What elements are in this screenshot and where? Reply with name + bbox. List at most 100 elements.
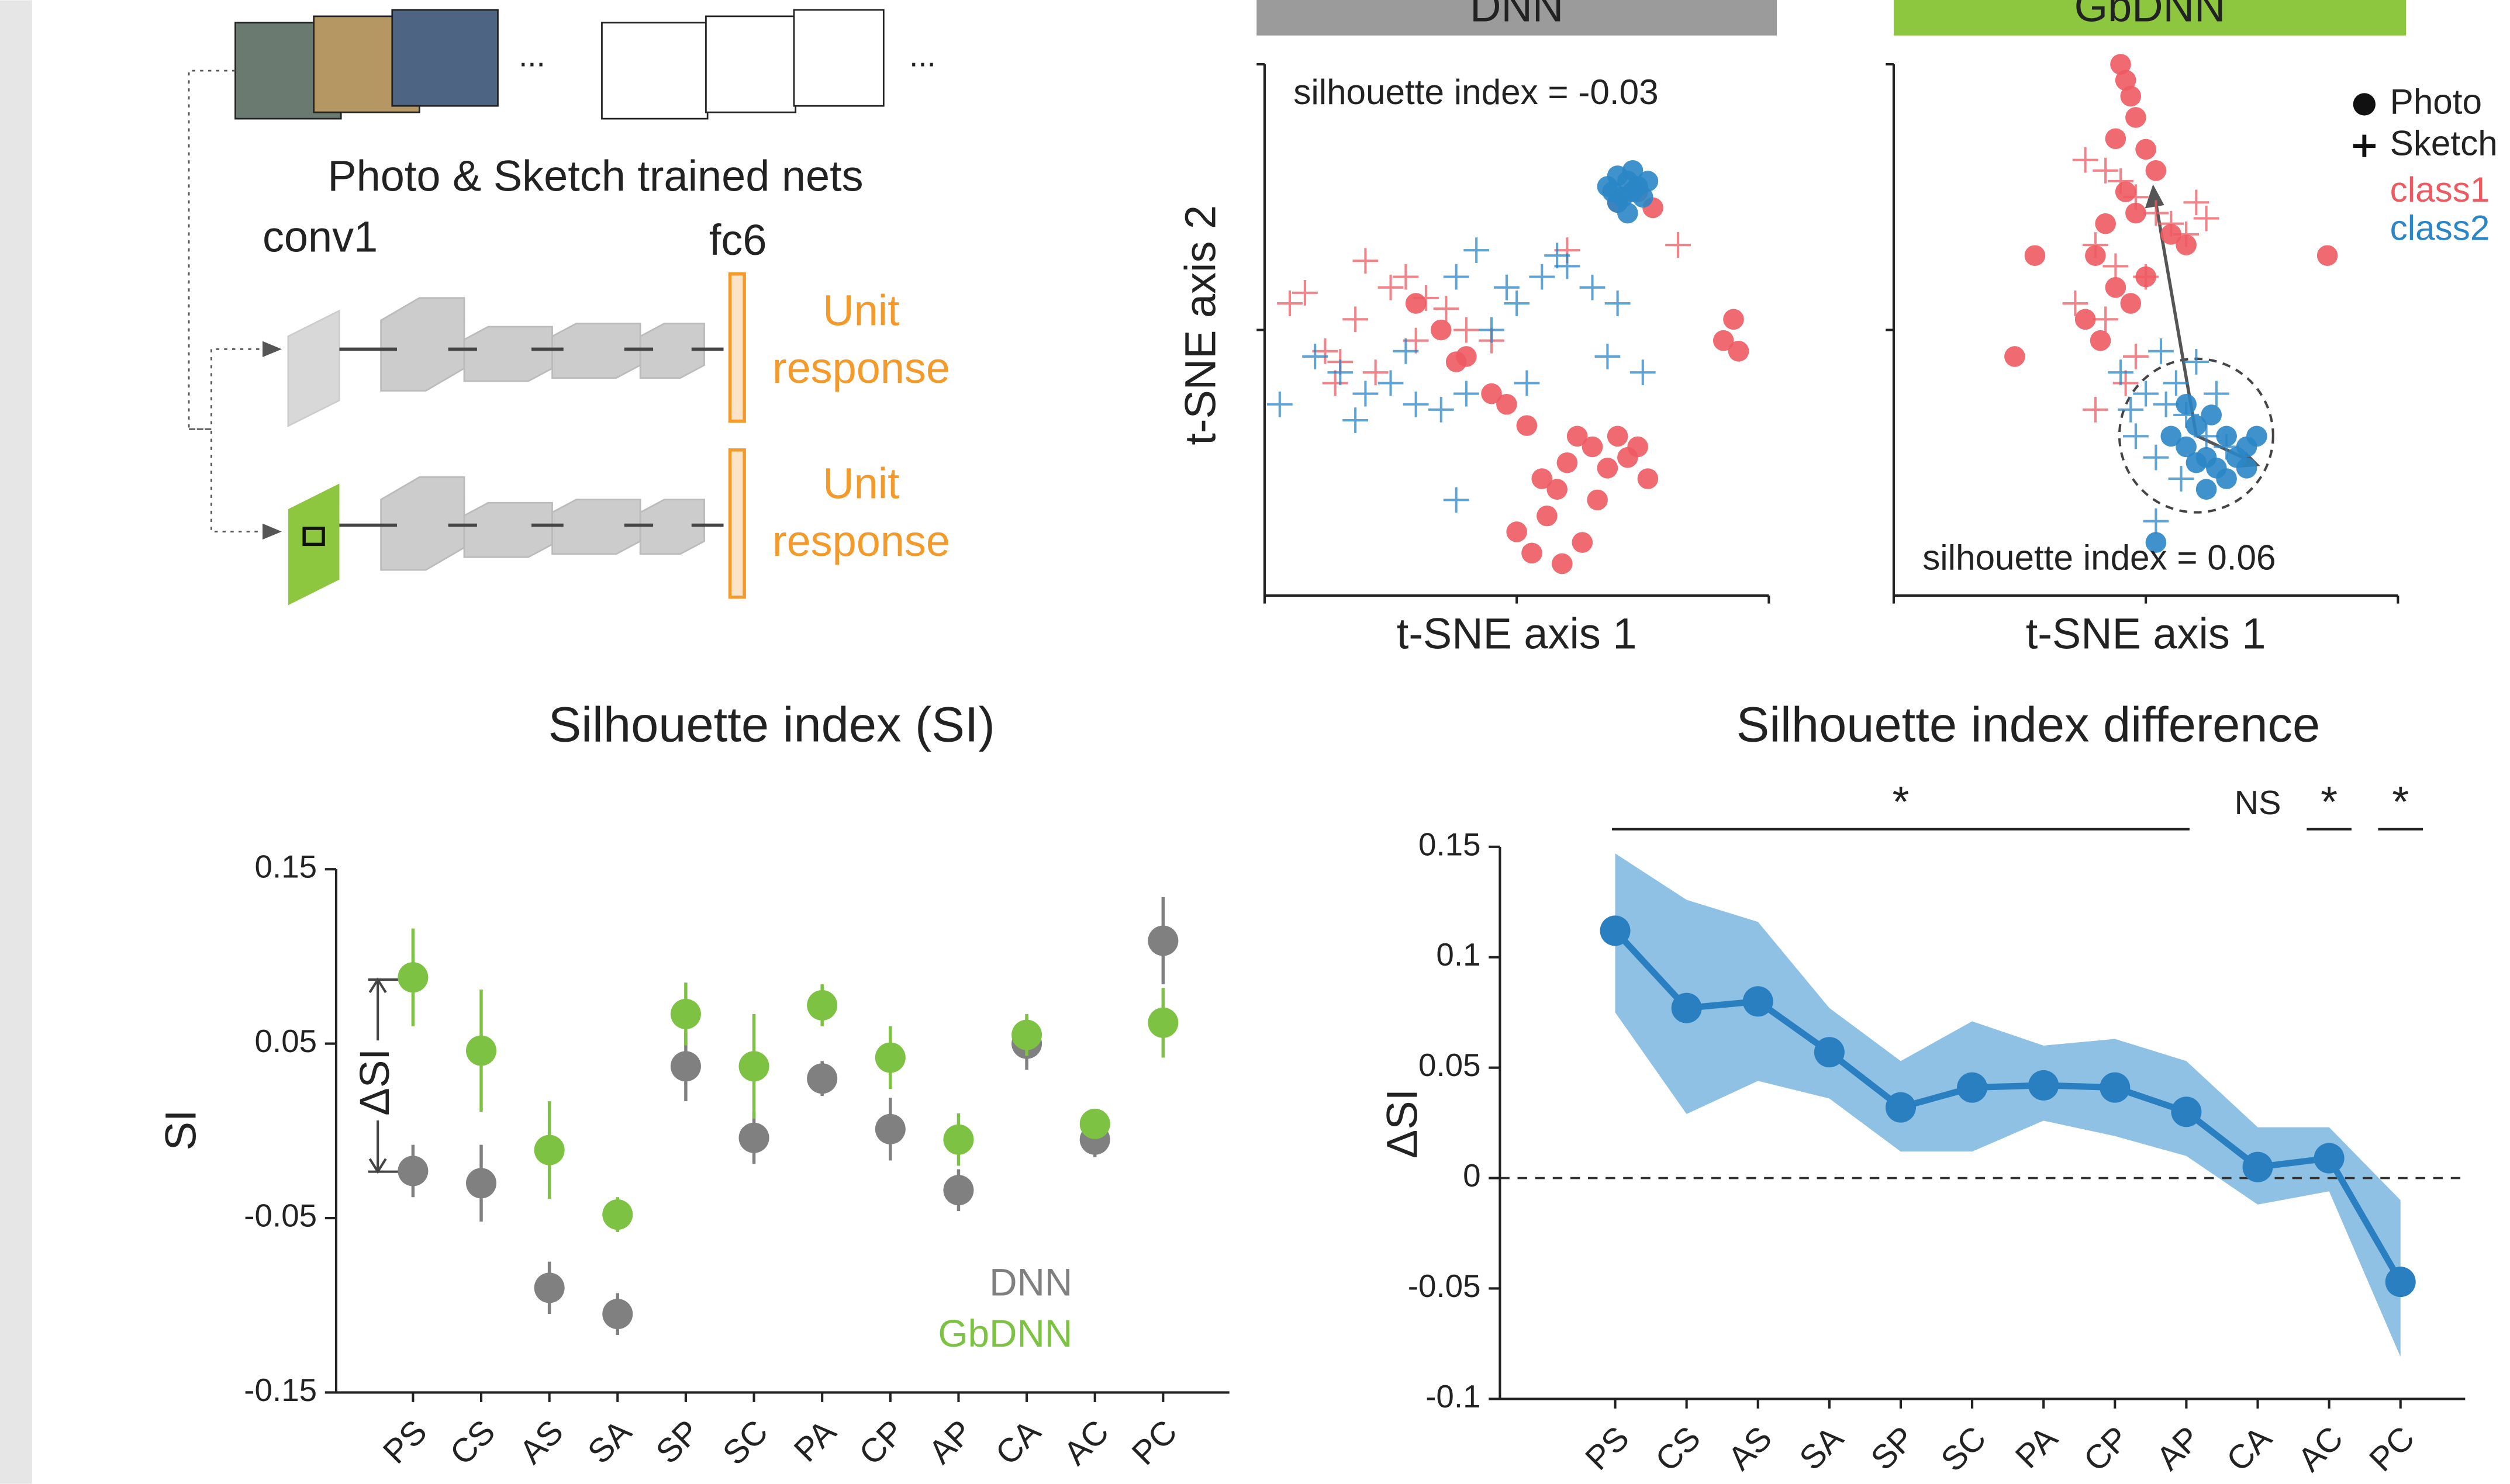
sketch-point <box>2093 306 2119 333</box>
photo-point <box>2195 479 2217 500</box>
output-label: response <box>772 517 950 565</box>
sketch-point <box>2133 380 2159 407</box>
sketch-point <box>1604 290 1631 316</box>
lock-icon <box>302 527 325 546</box>
sketch-point <box>1443 487 1469 513</box>
sketch-point <box>1352 248 1379 274</box>
sketch-point <box>2062 290 2088 316</box>
photo-point <box>2176 234 2197 255</box>
axis-line <box>334 869 1230 1394</box>
sketch-point <box>1479 317 1504 343</box>
layer-label: fc6 <box>709 216 767 264</box>
sketch-point <box>1504 290 1530 316</box>
legend-label: Sketch <box>2390 123 2498 163</box>
sketch-point <box>2122 423 2149 449</box>
x-tick-label: CA <box>989 1413 1048 1472</box>
output-label: Unit <box>823 459 899 507</box>
x-tick-label: SC <box>1934 1419 1994 1479</box>
photo-point <box>2105 128 2126 150</box>
photo-point <box>2186 415 2207 436</box>
y-tick-label: 0.05 <box>255 1023 317 1059</box>
photo-point <box>1537 505 1558 527</box>
photo-point <box>2316 245 2338 267</box>
x-tick-label: SA <box>1793 1419 1851 1478</box>
sketch-point <box>1393 338 1419 364</box>
sketch-point <box>1342 407 1369 433</box>
x-tick-label: CS <box>443 1413 503 1472</box>
x-tick-label: PC <box>1125 1413 1185 1472</box>
photo-point <box>2201 404 2222 426</box>
significance-label: * <box>2321 777 2338 826</box>
y-tick-label: -0.05 <box>244 1197 317 1233</box>
point <box>602 1199 633 1230</box>
photo-point <box>2004 346 2025 367</box>
panel-title: GbDNN <box>2074 0 2226 30</box>
sketch-point <box>2183 189 2209 216</box>
output-label: Unit <box>823 286 899 335</box>
sketch-point <box>2108 359 2133 386</box>
fc6-unit <box>728 448 746 599</box>
legend-label: DNN <box>989 1261 1072 1303</box>
x-tick-label: AP <box>921 1413 979 1471</box>
ellipsis: ... <box>909 37 936 74</box>
sketch-point <box>1463 237 1490 264</box>
sketch-point <box>2082 396 2108 423</box>
point <box>1885 1092 1916 1123</box>
sketch-point <box>1665 232 1691 258</box>
photo-thumb <box>391 9 499 107</box>
photo-point <box>2115 181 2136 202</box>
photo-point <box>1496 393 1517 415</box>
x-tick-label: CP <box>852 1413 912 1472</box>
point <box>1011 1019 1042 1050</box>
x-tick-label: CS <box>1648 1419 1708 1479</box>
x-tick-label: PS <box>376 1413 434 1471</box>
photo-point <box>2216 468 2237 489</box>
title-bar <box>1256 0 1777 36</box>
point <box>1600 915 1631 946</box>
sketch-point <box>2112 370 2139 396</box>
chart-title: Silhouette index difference <box>1736 697 2321 752</box>
panel-title: DNN <box>1470 0 1563 30</box>
sketch-thumb <box>601 22 709 120</box>
point <box>738 1122 769 1153</box>
point <box>2242 1151 2273 1182</box>
photo-point <box>1607 426 1628 447</box>
x-tick-label: PC <box>2362 1419 2422 1479</box>
photo-point <box>1587 489 1608 511</box>
sketch-point <box>1433 296 1459 322</box>
y-tick-label: -0.15 <box>244 1372 317 1408</box>
photo-point <box>2125 107 2146 128</box>
title-bar <box>1893 0 2407 36</box>
diagram: ... ... Photo & Sketch trained nets conv… <box>188 9 950 606</box>
photo-point <box>2135 266 2156 288</box>
photo-point <box>2120 293 2142 314</box>
y-axis-label: SI <box>156 1110 205 1151</box>
photo-point <box>1617 202 1638 224</box>
sketch-point <box>1453 380 1479 407</box>
point <box>1148 1007 1179 1038</box>
sketch-point <box>1393 264 1419 290</box>
x-tick-label: SA <box>581 1413 639 1471</box>
output-label: response <box>772 344 950 392</box>
point <box>738 1051 769 1082</box>
sketch-point <box>1514 370 1540 396</box>
point <box>465 1168 497 1199</box>
photo-point <box>1572 532 1593 553</box>
flow-arrows <box>339 347 724 527</box>
sketch-point <box>1377 274 1404 300</box>
photo-point <box>1582 436 1603 458</box>
sketch-point <box>1302 344 1328 369</box>
point <box>398 1156 429 1186</box>
photo-point <box>2135 139 2156 160</box>
photo-point <box>2120 85 2142 107</box>
photo-point <box>2160 426 2182 447</box>
sketch-point <box>2193 205 2219 231</box>
ellipsis: ... <box>519 37 545 74</box>
sketch-point <box>2118 396 2144 423</box>
net-blocks <box>380 297 706 571</box>
chart-title: Silhouette index (SI) <box>548 697 995 752</box>
photo-point <box>2110 54 2131 75</box>
scatter-panel: GbDNN silhouette index = 0.06 t-SNE axis 1… <box>1886 0 2498 658</box>
y-tick-label: -0.05 <box>1408 1268 1481 1304</box>
axis-line <box>1886 63 2399 604</box>
